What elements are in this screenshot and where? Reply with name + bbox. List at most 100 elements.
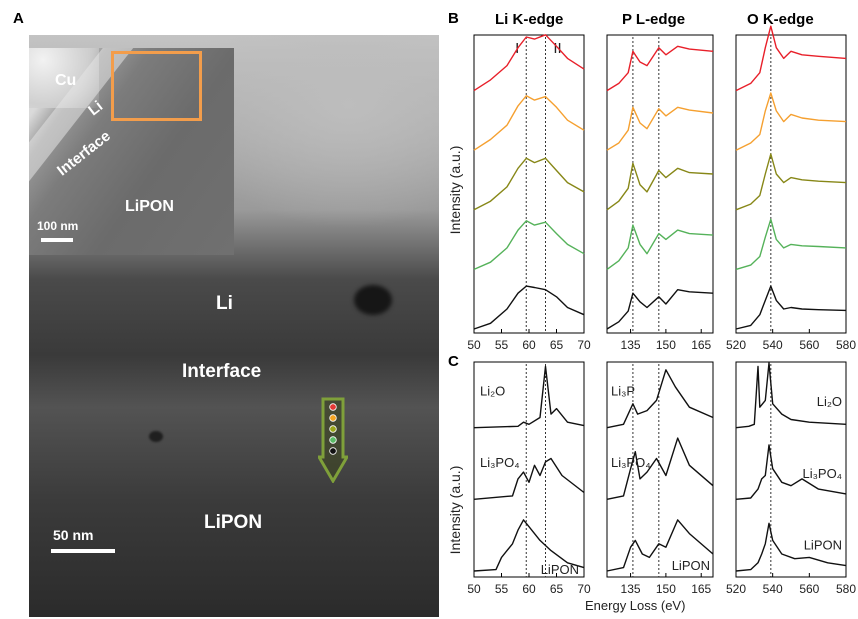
tem-label-interface: Interface	[182, 361, 262, 382]
arrow-dot-4	[329, 447, 337, 455]
series-label: Li₂O	[480, 383, 505, 398]
spectrum-line	[473, 457, 585, 500]
title-li-k-edge: Li K-edge	[495, 11, 564, 28]
inset-zoom-box	[111, 51, 202, 121]
tick-label: 65	[550, 582, 564, 596]
scan-direction-arrow	[316, 397, 350, 488]
spectrum-line	[473, 34, 585, 92]
tem-inset: Cu Li Interface LiPON 100 nm	[29, 48, 234, 255]
spectrum-line	[606, 45, 714, 92]
spectrum-line	[473, 220, 585, 271]
spectrum-line	[606, 162, 714, 211]
inset-label-cu: Cu	[55, 72, 77, 89]
spectrum-line	[473, 285, 585, 330]
tick-label: 560	[799, 582, 819, 596]
spectrum-line	[606, 106, 714, 151]
xlabel-shared: Energy Loss (eV)	[585, 598, 686, 613]
scan-arrow-svg	[316, 397, 350, 484]
panel-letter-c: C	[448, 353, 459, 370]
tick-label: 580	[836, 338, 856, 352]
arrow-dot-3	[329, 436, 337, 444]
spectrum-line	[735, 25, 847, 92]
chart-panel-0: 50 55 60 65 70I II	[467, 34, 591, 352]
series-label: Li₃PO₄	[802, 466, 842, 481]
spectrum-line	[606, 519, 714, 572]
tick-label: 60	[522, 582, 536, 596]
tick-label: 65	[550, 338, 564, 352]
tick-label: 540	[763, 582, 783, 596]
series-label: Li₂O	[817, 394, 842, 409]
tick-label: 70	[577, 338, 591, 352]
series-label: LiPON	[672, 558, 710, 573]
tick-label: 540	[763, 338, 783, 352]
tem-label-lipon: LiPON	[204, 512, 263, 533]
panel-letter-a: A	[13, 10, 24, 27]
title-p-l-edge: P L-edge	[622, 11, 686, 28]
y-axis-labels: Intensity (a.u.) Intensity (a.u.)	[447, 146, 463, 555]
spectrum-line	[473, 95, 585, 151]
tick-label: 520	[726, 582, 746, 596]
spectrum-line	[735, 362, 847, 429]
spectrum-line	[735, 153, 847, 211]
series-label: Li₃P	[611, 383, 635, 398]
tick-label: 50	[467, 338, 481, 352]
spectrum-line	[606, 224, 714, 270]
spectrum-line	[735, 522, 847, 572]
tick-label: 135	[621, 582, 641, 596]
spectrum-line	[473, 519, 585, 572]
chart-panel-1: 135 150 165	[606, 34, 714, 352]
spectrum-line	[473, 365, 585, 429]
tick-label: 55	[495, 582, 509, 596]
chart-panel-5: 520 540 560 580 Li₂O Li₃PO₄ LiPON	[726, 361, 856, 596]
tick-label: 580	[836, 582, 856, 596]
arrow-dot-0	[329, 403, 337, 411]
tem-small-particle	[149, 431, 163, 442]
tem-dark-particle	[354, 285, 392, 315]
series-label: Li₃PO₄	[480, 455, 520, 470]
chart-panel-4: 135 150 165 Li₃P Li₃PO₄ LiPON	[606, 361, 714, 596]
arrow-dot-2	[329, 425, 337, 433]
series-label: LiPON	[541, 562, 579, 577]
ylabel-c: Intensity (a.u.)	[447, 466, 463, 555]
spectrum-line	[735, 92, 847, 151]
tick-label: 70	[577, 582, 591, 596]
arrow-dot-1	[329, 414, 337, 422]
chart-frame-1	[606, 34, 714, 334]
tick-label: 520	[726, 338, 746, 352]
peak-annotation: II	[553, 40, 561, 57]
spectrum-line	[606, 369, 714, 429]
tick-label: 55	[495, 338, 509, 352]
inset-label-lipon: LiPON	[125, 198, 174, 215]
chart-panel-2: 520 540 560 580	[726, 25, 856, 352]
chart-panel-3: 50 55 60 65 70 Li₂O Li₃PO₄ LiPON	[467, 361, 591, 596]
tick-label: 560	[799, 338, 819, 352]
chart-frame-4	[606, 361, 714, 578]
spectrum-line	[473, 157, 585, 211]
tick-label: 150	[656, 338, 676, 352]
spectrum-line	[735, 444, 847, 500]
tick-label: 60	[522, 338, 536, 352]
spectrum-line	[606, 437, 714, 500]
spectrum-line	[735, 285, 847, 330]
series-label: LiPON	[804, 538, 842, 553]
tick-label: 135	[621, 338, 641, 352]
inset-scale-bar-label: 100 nm	[37, 219, 79, 233]
tick-label: 165	[691, 582, 711, 596]
tick-label: 50	[467, 582, 481, 596]
tem-scale-bar-label: 50 nm	[53, 527, 94, 543]
tem-scale-bar	[51, 549, 115, 553]
tick-label: 150	[656, 582, 676, 596]
tem-label-li: Li	[216, 293, 233, 314]
tick-label: 165	[691, 338, 711, 352]
tem-image: Li Interface LiPON 50 nm Cu Li Interface…	[29, 35, 439, 617]
panel-letter-b: B	[448, 10, 459, 27]
chart-frame-5	[735, 361, 847, 578]
ylabel-b: Intensity (a.u.)	[447, 146, 463, 235]
chart-frame-2	[735, 34, 847, 334]
spectrum-line	[735, 218, 847, 271]
title-o-k-edge: O K-edge	[747, 11, 814, 28]
spectrum-line	[606, 289, 714, 330]
series-label: Li₃PO₄	[611, 455, 651, 470]
inset-scale-bar	[41, 238, 73, 242]
